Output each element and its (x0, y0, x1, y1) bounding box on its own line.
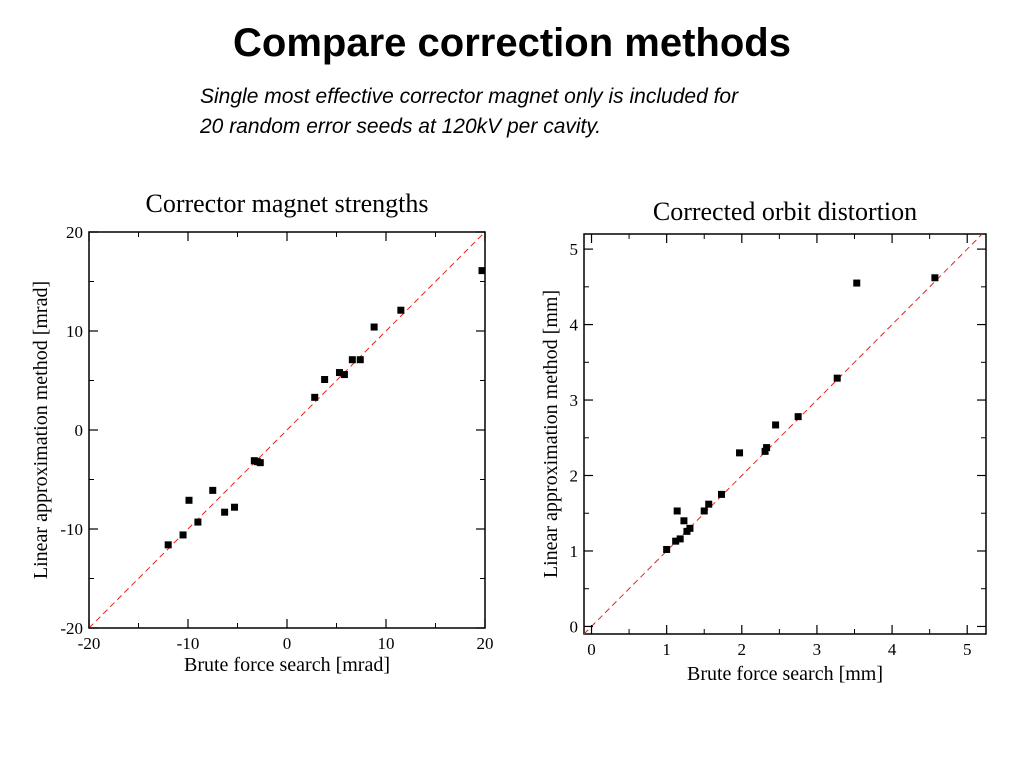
data-point (718, 490, 726, 498)
x-tick-label: 5 (963, 640, 972, 659)
data-point (356, 356, 364, 364)
x-tick-label: -20 (78, 634, 101, 653)
data-point (231, 503, 239, 511)
data-point (179, 531, 187, 539)
data-point (736, 449, 744, 457)
y-tick-label: 4 (570, 316, 579, 335)
data-point (931, 274, 939, 282)
data-point (348, 356, 356, 364)
slide-subtitle: Single most effective corrector magnet o… (200, 82, 900, 142)
y-tick-label: 0 (570, 617, 579, 636)
x-tick-label: 1 (662, 640, 671, 659)
data-point (663, 545, 671, 553)
reference-line (88, 231, 486, 629)
data-point (370, 323, 378, 331)
x-tick-label: -10 (177, 634, 200, 653)
x-tick-label: 10 (378, 634, 395, 653)
data-point (194, 518, 202, 526)
data-point (794, 413, 802, 421)
y-tick-label: 3 (570, 391, 579, 410)
data-point (672, 537, 680, 545)
data-point (209, 486, 217, 494)
y-axis-label: Linear approximation method [mrad] (30, 281, 52, 579)
data-point (478, 267, 486, 275)
data-point (761, 447, 769, 455)
x-tick-label: 20 (477, 634, 494, 653)
y-axis-label: Linear approximation method [mm] (540, 290, 562, 578)
y-tick-label: 5 (570, 240, 579, 259)
y-tick-label: 10 (66, 322, 83, 341)
data-point (321, 376, 329, 384)
data-point (680, 517, 688, 525)
data-point (673, 507, 681, 515)
y-tick-label: 1 (570, 542, 579, 561)
x-tick-label: 0 (283, 634, 292, 653)
data-point (833, 374, 841, 382)
subtitle-line-2: 20 random error seeds at 120kV per cavit… (200, 115, 602, 138)
subtitle-line-1: Single most effective corrector magnet o… (200, 85, 739, 108)
y-tick-label: 0 (75, 421, 84, 440)
data-point (686, 524, 694, 532)
x-axis-label: Brute force search [mrad] (184, 654, 390, 676)
y-tick-label: 20 (66, 223, 83, 242)
chart-title: Corrected orbit distortion (653, 197, 917, 226)
plot-frame (583, 233, 987, 635)
data-point (311, 393, 319, 401)
x-tick-label: 2 (738, 640, 747, 659)
x-tick-label: 0 (587, 640, 596, 659)
data-point (335, 369, 343, 377)
data-point (221, 508, 229, 516)
data-point (700, 507, 708, 515)
chart-title: Corrector magnet strengths (145, 189, 428, 218)
data-point (772, 421, 780, 429)
y-tick-label: -10 (60, 520, 83, 539)
data-point (164, 541, 172, 549)
data-point (763, 444, 771, 452)
y-tick-label: 2 (570, 467, 579, 486)
data-point (340, 371, 348, 379)
data-point (397, 306, 405, 314)
data-point (676, 535, 684, 543)
data-point (185, 496, 193, 504)
data-point (705, 500, 713, 508)
slide-title: Compare correction methods (233, 21, 791, 65)
reference-line (583, 233, 983, 635)
x-tick-label: 4 (888, 640, 897, 659)
x-axis-label: Brute force search [mm] (687, 663, 883, 685)
data-point (853, 279, 861, 287)
y-tick-label: -20 (60, 619, 83, 638)
data-point (256, 459, 264, 467)
x-tick-label: 3 (813, 640, 822, 659)
